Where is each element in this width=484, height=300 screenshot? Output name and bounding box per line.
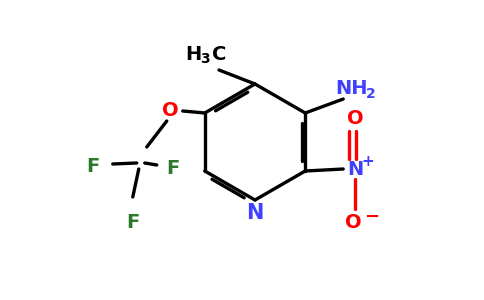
Text: +: + [362, 154, 375, 169]
Text: O: O [345, 212, 362, 232]
Text: H: H [185, 44, 201, 64]
Text: F: F [126, 214, 139, 232]
Text: F: F [86, 157, 99, 175]
Text: N: N [347, 160, 363, 178]
Text: NH: NH [335, 80, 367, 98]
Text: F: F [166, 160, 180, 178]
Text: −: − [363, 208, 379, 226]
Text: 3: 3 [200, 52, 210, 66]
Text: N: N [246, 203, 264, 223]
Text: O: O [347, 109, 363, 128]
Text: O: O [163, 101, 179, 121]
Text: C: C [212, 44, 226, 64]
Text: 2: 2 [366, 87, 376, 101]
